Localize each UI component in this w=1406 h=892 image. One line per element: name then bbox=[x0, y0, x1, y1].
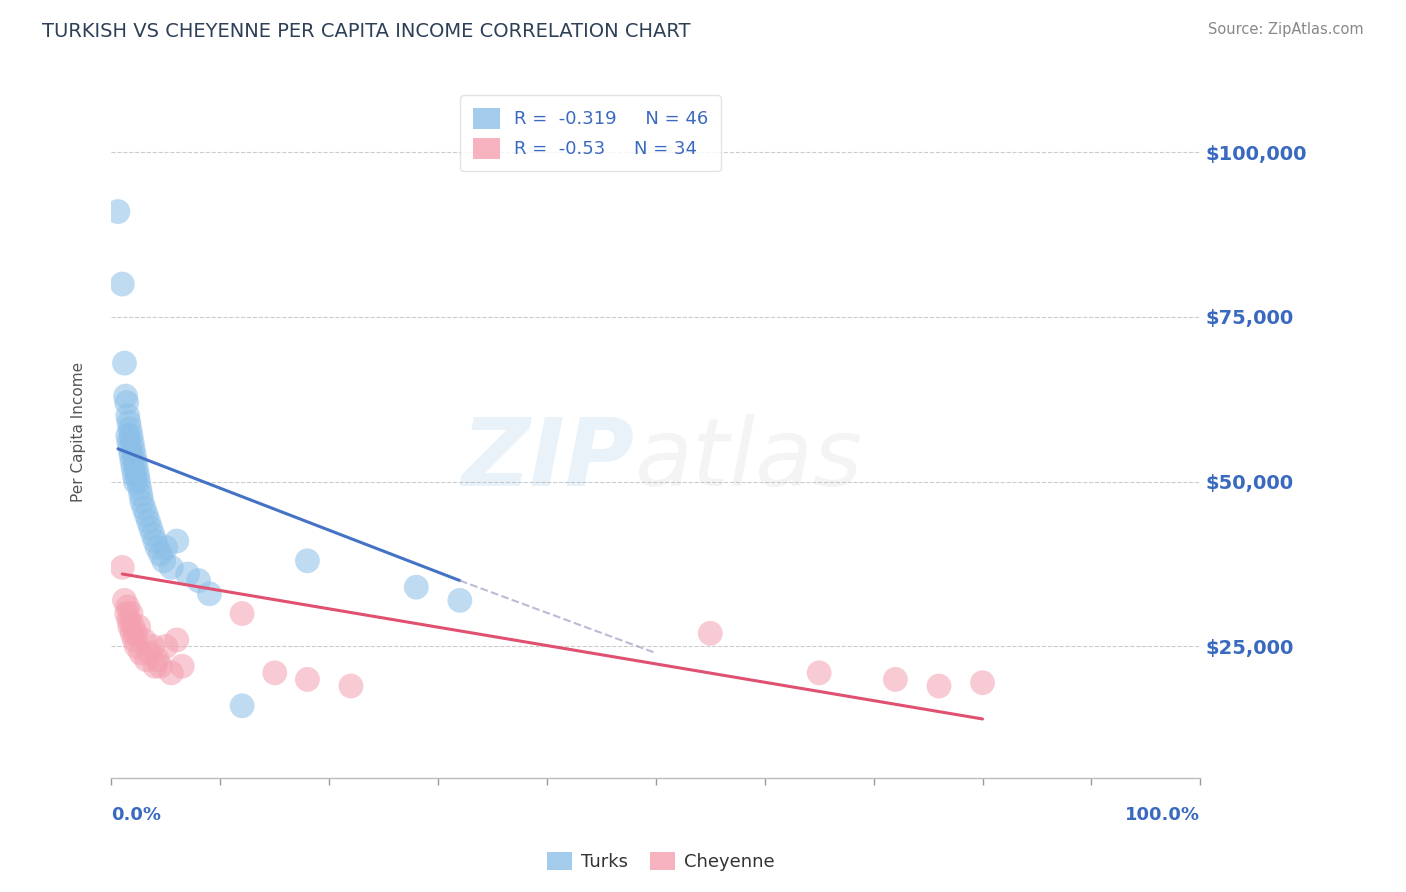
Point bbox=[146, 653, 169, 667]
Point bbox=[124, 632, 146, 647]
Point bbox=[160, 560, 183, 574]
Point bbox=[138, 646, 160, 660]
Point bbox=[172, 659, 194, 673]
Point bbox=[114, 593, 136, 607]
Point bbox=[160, 665, 183, 680]
Point bbox=[114, 356, 136, 370]
Point bbox=[176, 566, 198, 581]
Text: 100.0%: 100.0% bbox=[1125, 805, 1201, 824]
Point bbox=[149, 659, 172, 673]
Point bbox=[146, 541, 169, 555]
Point bbox=[115, 607, 138, 621]
Point bbox=[120, 607, 142, 621]
Point bbox=[118, 620, 141, 634]
Text: atlas: atlas bbox=[634, 415, 862, 506]
Point bbox=[107, 204, 129, 219]
Point bbox=[142, 527, 165, 541]
Point bbox=[117, 409, 139, 423]
Point bbox=[122, 461, 145, 475]
Point bbox=[124, 475, 146, 489]
Point bbox=[120, 428, 142, 442]
Point bbox=[125, 640, 148, 654]
Point bbox=[115, 395, 138, 409]
Point bbox=[143, 534, 166, 549]
Point bbox=[128, 620, 150, 634]
Point bbox=[143, 659, 166, 673]
Point bbox=[340, 679, 363, 693]
Point bbox=[884, 673, 907, 687]
Text: TURKISH VS CHEYENNE PER CAPITA INCOME CORRELATION CHART: TURKISH VS CHEYENNE PER CAPITA INCOME CO… bbox=[42, 22, 690, 41]
Point bbox=[231, 698, 253, 713]
Point bbox=[129, 646, 152, 660]
Point bbox=[117, 599, 139, 614]
Text: Source: ZipAtlas.com: Source: ZipAtlas.com bbox=[1208, 22, 1364, 37]
Point bbox=[231, 607, 253, 621]
Point bbox=[263, 665, 285, 680]
Point bbox=[121, 626, 143, 640]
Point bbox=[155, 541, 177, 555]
Point bbox=[124, 455, 146, 469]
Point bbox=[198, 587, 221, 601]
Point bbox=[699, 626, 721, 640]
Point bbox=[928, 679, 950, 693]
Point bbox=[135, 653, 157, 667]
Text: 0.0%: 0.0% bbox=[111, 805, 162, 824]
Point bbox=[111, 277, 134, 291]
Point bbox=[808, 665, 831, 680]
Point bbox=[297, 673, 319, 687]
Point bbox=[121, 435, 143, 450]
Point bbox=[118, 613, 141, 627]
Point bbox=[118, 435, 141, 450]
Point bbox=[122, 442, 145, 456]
Text: Per Capita Income: Per Capita Income bbox=[72, 362, 86, 502]
Point bbox=[135, 508, 157, 522]
Text: ZIP: ZIP bbox=[461, 414, 634, 506]
Point bbox=[972, 675, 994, 690]
Point bbox=[166, 534, 188, 549]
Point bbox=[117, 428, 139, 442]
Point bbox=[132, 632, 155, 647]
Point bbox=[155, 640, 177, 654]
Point bbox=[118, 422, 141, 436]
Point bbox=[125, 461, 148, 475]
Point bbox=[139, 521, 162, 535]
Point bbox=[297, 554, 319, 568]
Point bbox=[166, 632, 188, 647]
Point bbox=[124, 449, 146, 463]
Point bbox=[120, 449, 142, 463]
Point bbox=[149, 547, 172, 561]
Point bbox=[142, 640, 165, 654]
Point bbox=[121, 455, 143, 469]
Point bbox=[131, 494, 153, 508]
Point bbox=[138, 514, 160, 528]
Point bbox=[449, 593, 471, 607]
Point bbox=[114, 389, 136, 403]
Point bbox=[405, 580, 427, 594]
Point bbox=[187, 574, 209, 588]
Point bbox=[111, 560, 134, 574]
Point bbox=[122, 620, 145, 634]
Point bbox=[129, 488, 152, 502]
Legend: R =  -0.319     N = 46, R =  -0.53     N = 34: R = -0.319 N = 46, R = -0.53 N = 34 bbox=[460, 95, 721, 171]
Point bbox=[124, 468, 146, 483]
Point bbox=[128, 475, 150, 489]
Point bbox=[118, 416, 141, 430]
Point bbox=[152, 554, 174, 568]
Point bbox=[124, 626, 146, 640]
Legend: Turks, Cheyenne: Turks, Cheyenne bbox=[540, 845, 782, 879]
Point bbox=[127, 468, 149, 483]
Point bbox=[118, 442, 141, 456]
Point bbox=[128, 481, 150, 495]
Point bbox=[132, 501, 155, 516]
